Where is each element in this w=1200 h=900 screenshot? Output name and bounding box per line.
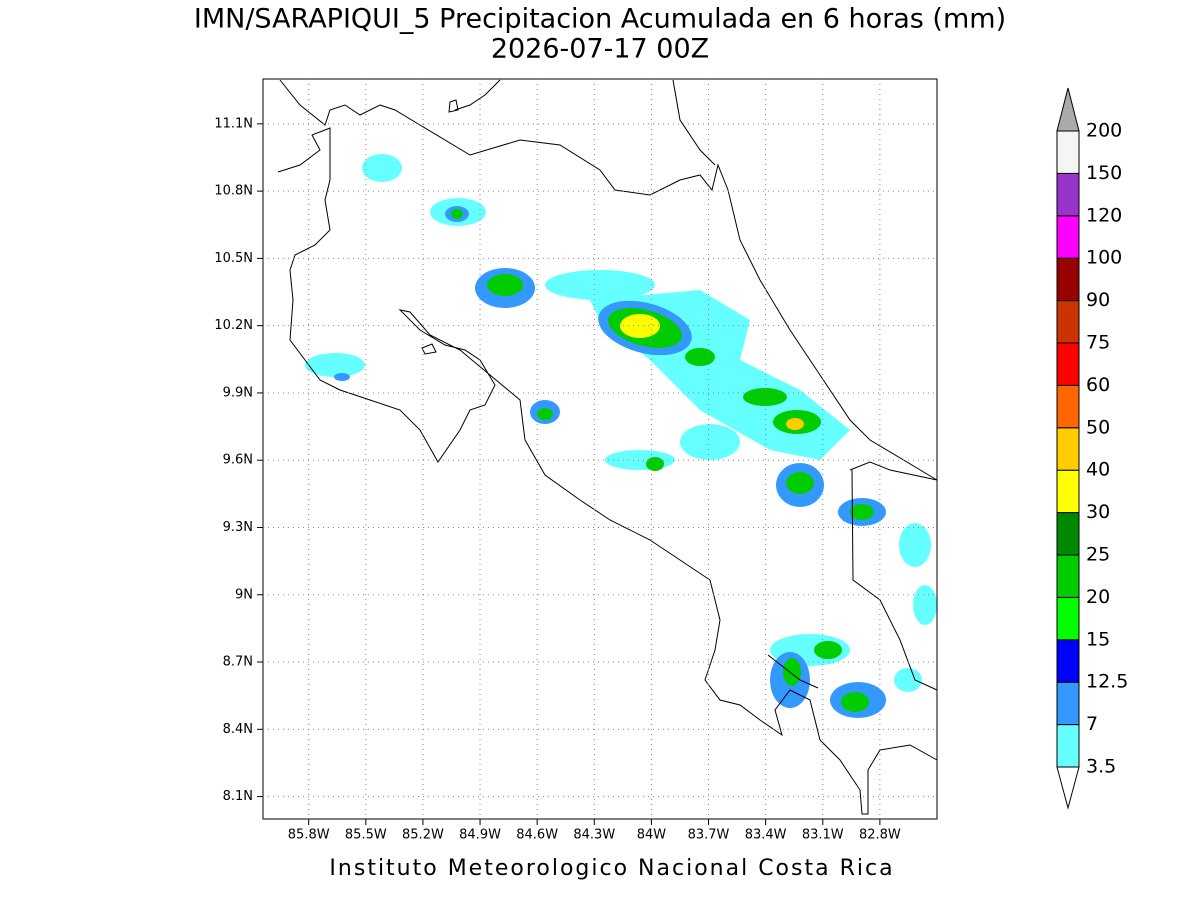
colorbar-label: 15 xyxy=(1086,628,1110,650)
x-tick-label: 82.8W xyxy=(859,828,901,843)
y-tick-label: 11.1N xyxy=(214,116,253,131)
colorbar-label: 150 xyxy=(1086,162,1122,184)
colorbar-box xyxy=(1056,257,1080,302)
colorbar-label: 7 xyxy=(1086,713,1098,735)
colorbar-box xyxy=(1056,384,1080,429)
colorbar-label: 40 xyxy=(1086,459,1110,481)
colorbar-box xyxy=(1056,512,1080,556)
y-tick-label: 10.2N xyxy=(214,318,253,333)
x-tick-label: 84.6W xyxy=(516,828,558,843)
colorbar-label: 20 xyxy=(1086,586,1110,608)
colorbar-box xyxy=(1056,427,1080,471)
y-tick-label: 9.6N xyxy=(223,453,253,468)
colorbar-box xyxy=(1056,172,1080,217)
colorbar-over xyxy=(1056,87,1080,132)
y-tick-label: 9.9N xyxy=(223,385,253,400)
colorbar-box xyxy=(1056,130,1080,174)
x-tick-label: 83.1W xyxy=(802,828,844,843)
colorbar-label: 100 xyxy=(1086,247,1122,269)
x-tick-label: 84W xyxy=(637,828,667,843)
colorbar-box xyxy=(1056,724,1080,768)
colorbar-under xyxy=(1056,766,1080,810)
y-tick-label: 9N xyxy=(235,587,253,602)
colorbar-box xyxy=(1056,681,1080,726)
x-tick-label: 83.4W xyxy=(745,828,787,843)
colorbar-box xyxy=(1056,342,1080,386)
colorbar-label: 75 xyxy=(1086,332,1110,354)
subtitle: 2026-07-17 00Z xyxy=(491,34,709,65)
y-tick-label: 9.3N xyxy=(223,520,253,535)
y-tick-label: 8.4N xyxy=(223,722,253,737)
colorbar-label: 120 xyxy=(1086,204,1122,226)
x-tick-label: 84.9W xyxy=(459,828,501,843)
colorbar-box xyxy=(1056,300,1080,344)
coastlines xyxy=(277,79,938,815)
colorbar-label: 25 xyxy=(1086,544,1110,566)
footer: Instituto Meteorologico Nacional Costa R… xyxy=(329,856,894,881)
colorbar-box xyxy=(1056,469,1080,514)
colorbar-label: 90 xyxy=(1086,289,1110,311)
x-tick-label: 85.2W xyxy=(402,828,444,843)
colorbar-label: 3.5 xyxy=(1086,756,1116,778)
colorbar-box xyxy=(1056,215,1080,259)
colorbar-label: 12.5 xyxy=(1086,671,1128,693)
title: IMN/SARAPIQUI_5 Precipitacion Acumulada … xyxy=(194,4,1006,35)
colorbar-label: 30 xyxy=(1086,501,1110,523)
x-tick-label: 84.3W xyxy=(573,828,615,843)
x-tick-label: 85.8W xyxy=(288,828,330,843)
colorbar-box xyxy=(1056,596,1080,641)
colorbar-label: 60 xyxy=(1086,374,1110,396)
colorbar-box xyxy=(1056,554,1080,598)
x-tick-label: 85.5W xyxy=(345,828,387,843)
y-tick-label: 10.5N xyxy=(214,251,253,266)
map-frame xyxy=(262,78,938,820)
colorbar-label: 200 xyxy=(1086,120,1122,142)
x-tick-label: 83.7W xyxy=(688,828,730,843)
precipitation-field xyxy=(305,154,937,718)
y-tick-label: 10.8N xyxy=(214,184,253,199)
colorbar-box xyxy=(1056,639,1080,683)
y-tick-label: 8.1N xyxy=(223,789,253,804)
colorbar-label: 50 xyxy=(1086,416,1110,438)
y-tick-label: 8.7N xyxy=(223,655,253,670)
